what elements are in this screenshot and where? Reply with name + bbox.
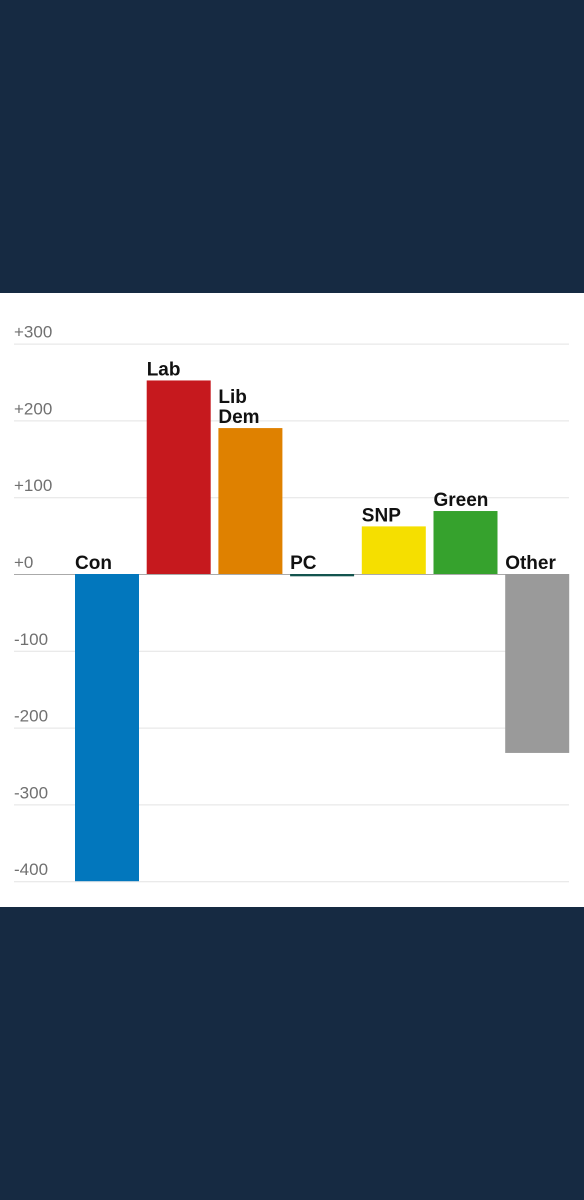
bar-con (75, 574, 139, 882)
y-tick-label: +100 (14, 476, 52, 495)
seat-change-bar-chart: +300 +200 +100 +0 -100 -200 -300 -400 Con Lab Lib… (14, 323, 570, 883)
y-tick-label: -200 (14, 707, 48, 726)
bar-pc (290, 574, 355, 577)
bar-label-lib-dem: Lib Dem (218, 387, 259, 428)
bars (75, 380, 570, 882)
bar-green (433, 511, 498, 574)
y-tick-label: +200 (14, 399, 52, 418)
bar-label-pc: PC (290, 553, 317, 574)
bar-label-con: Con (75, 553, 112, 574)
bar-label-snp: SNP (362, 505, 401, 526)
chart-panel: +300 +200 +100 +0 -100 -200 -300 -400 Con Lab Lib… (0, 293, 584, 907)
y-tick-label: +300 (14, 323, 52, 342)
bar-snp (361, 526, 426, 574)
y-tick-label: -400 (14, 860, 48, 879)
y-tick-label: -100 (14, 630, 48, 649)
bar-lib-dem (218, 428, 283, 574)
bar-lab (146, 380, 211, 574)
bar-label-other: Other (505, 553, 556, 574)
bar-other (505, 574, 570, 753)
y-tick-label: -300 (14, 783, 48, 802)
bar-label-green: Green (434, 490, 489, 511)
y-axis-ticks: +300 +200 +100 +0 -100 -200 -300 -400 (14, 323, 52, 880)
bar-label-lab: Lab (147, 359, 181, 380)
y-tick-label: +0 (14, 553, 33, 572)
bar-labels: Con Lab Lib Dem PC SNP Green Other (75, 359, 556, 574)
